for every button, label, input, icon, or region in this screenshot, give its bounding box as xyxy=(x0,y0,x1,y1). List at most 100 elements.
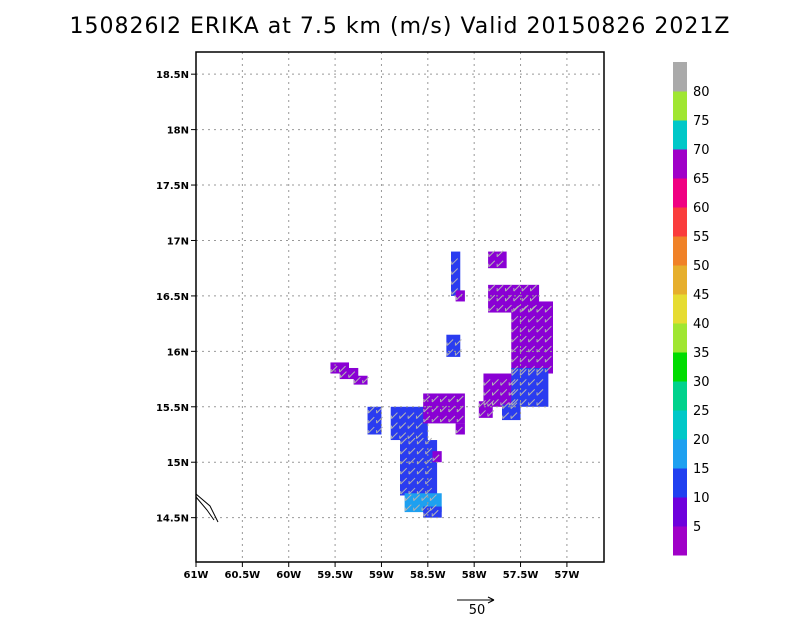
wind-speed-field xyxy=(330,250,553,518)
y-tick-label: 16N xyxy=(167,347,189,358)
wind-vector xyxy=(536,379,544,386)
wind-vector xyxy=(367,426,375,434)
colorbar-label: 50 xyxy=(693,259,710,274)
wind-vector xyxy=(488,284,496,292)
colorbar: 5 10 15 20 25 30 35 40 45 50 55 60 65 70 75 80 xyxy=(673,62,710,556)
colorbar-label: 55 xyxy=(693,230,710,245)
wind-vector xyxy=(448,415,456,423)
wind-vector xyxy=(544,365,552,373)
x-tick-label: 57W xyxy=(554,570,579,581)
coastline-segment xyxy=(195,496,215,521)
colorbar-label: 15 xyxy=(693,462,710,477)
wind-vector xyxy=(528,315,536,323)
wind-vector xyxy=(413,494,421,502)
wind-vector xyxy=(536,389,544,396)
wind-vector xyxy=(479,400,486,407)
wind-vector xyxy=(408,457,416,465)
wind-vector xyxy=(348,371,356,378)
colorbar-label: 20 xyxy=(693,433,710,448)
wind-vector xyxy=(339,365,346,373)
wind-vector xyxy=(399,422,407,429)
wind-vector xyxy=(521,284,529,292)
wind-vector xyxy=(488,304,496,312)
x-tick-label: 59W xyxy=(369,570,394,581)
wind-vector xyxy=(536,365,544,373)
wind-vector xyxy=(339,371,347,378)
wind-speed-cell xyxy=(502,404,521,421)
colorbar-label: 75 xyxy=(693,114,710,129)
wind-vector xyxy=(530,284,537,292)
colorbar-segment xyxy=(673,62,687,92)
wind-vector xyxy=(483,389,491,396)
wind-vector xyxy=(415,432,423,439)
colorbar-segment xyxy=(673,294,687,324)
wind-vector xyxy=(390,412,398,420)
wind-vector xyxy=(528,379,536,386)
x-tick-label: 59.5W xyxy=(317,570,353,581)
wind-vector xyxy=(330,365,338,373)
wind-vector xyxy=(429,504,437,512)
wind-vector xyxy=(376,406,383,414)
wind-vector xyxy=(431,415,439,423)
wind-vector xyxy=(536,325,544,333)
y-tick-label: 16.5N xyxy=(156,292,189,303)
wind-vector xyxy=(413,504,421,512)
wind-speed-cell xyxy=(367,406,382,435)
wind-vector xyxy=(400,477,408,485)
wind-vector xyxy=(483,379,491,386)
wind-vector xyxy=(407,422,415,429)
wind-vector xyxy=(544,355,552,363)
wind-vector xyxy=(536,315,544,323)
y-tick-label: 18N xyxy=(167,126,189,137)
colorbar-label: 80 xyxy=(693,85,710,100)
wind-vector xyxy=(502,412,510,420)
colorbar-segment xyxy=(673,439,687,469)
wind-vector xyxy=(479,410,486,417)
colorbar-label: 10 xyxy=(693,491,710,506)
reference-vector-label: 50 xyxy=(469,603,486,618)
wind-vector xyxy=(500,379,508,386)
wind-speed-cell xyxy=(339,367,359,380)
colorbar-segment xyxy=(673,410,687,440)
wind-vector xyxy=(431,395,439,403)
wind-vector xyxy=(492,379,499,386)
wind-vector xyxy=(423,405,431,413)
wind-vector xyxy=(528,325,536,333)
wind-vector xyxy=(504,284,512,292)
wind-vector xyxy=(421,494,429,502)
wind-vector xyxy=(456,415,464,423)
wind-vector xyxy=(353,376,361,384)
wind-vector xyxy=(408,467,416,475)
wind-vector xyxy=(390,432,398,439)
x-tick-label: 60W xyxy=(276,570,301,581)
colorbar-segment xyxy=(673,178,687,208)
wind-vector xyxy=(496,250,504,258)
wind-vector xyxy=(423,509,431,517)
wind-vector xyxy=(511,379,519,386)
grid-lines xyxy=(196,52,604,562)
wind-vector xyxy=(429,494,437,502)
wind-vector xyxy=(408,487,416,495)
y-tick-label: 17N xyxy=(167,236,189,247)
wind-vector xyxy=(544,325,552,333)
x-tick-label: 57.5W xyxy=(503,570,539,581)
colorbar-segment xyxy=(673,323,687,353)
wind-vector xyxy=(399,432,407,439)
wind-vector xyxy=(454,339,462,346)
wind-vector xyxy=(407,412,415,420)
colorbar-segment xyxy=(673,468,687,498)
wind-vector xyxy=(400,467,408,475)
wind-vector xyxy=(425,477,433,485)
wind-vector xyxy=(446,339,454,346)
colorbar-segment xyxy=(673,120,687,150)
colorbar-label: 5 xyxy=(693,520,701,535)
wind-vector xyxy=(448,405,456,413)
wind-speed-cell xyxy=(511,301,553,374)
wind-vector xyxy=(483,398,491,406)
wind-vector xyxy=(451,288,459,295)
wind-vector xyxy=(510,412,518,420)
colorbar-segment xyxy=(673,149,687,179)
wind-vector xyxy=(451,258,459,265)
x-tick-label: 61W xyxy=(184,570,209,581)
wind-vector xyxy=(451,278,459,285)
